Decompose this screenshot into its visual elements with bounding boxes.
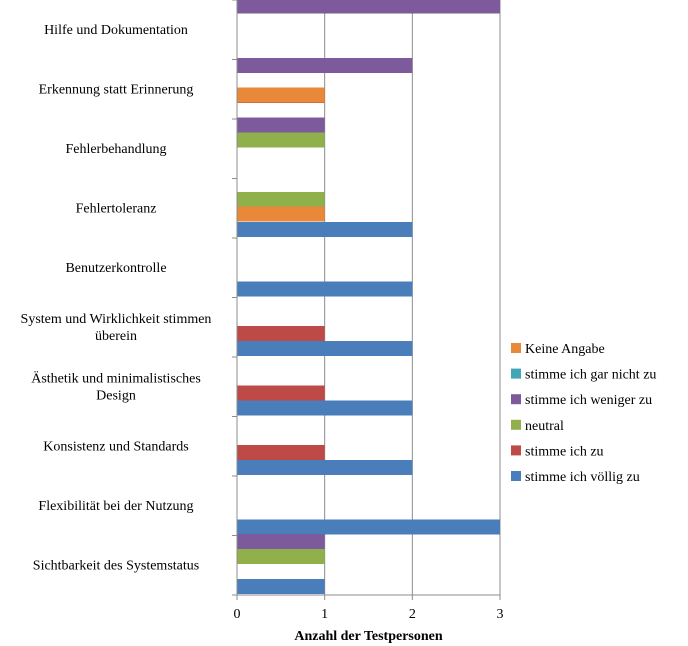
- category-label-line: Fehlerbehandlung: [65, 142, 166, 157]
- bar: [237, 222, 413, 237]
- bar: [237, 549, 325, 564]
- category-label-line: überein: [95, 329, 137, 344]
- category-label-line: Erkennung statt Erinnerung: [39, 82, 194, 97]
- category-label-line: Hilfe und Dokumentation: [44, 23, 188, 38]
- category-label: Fehlertoleranz: [76, 201, 157, 216]
- x-axis-title: Anzahl der Testpersonen: [294, 629, 443, 644]
- legend-swatch: [511, 471, 521, 481]
- category-label-line: Fehlertoleranz: [76, 201, 157, 216]
- category-label: Ästhetik und minimalistisches Design: [31, 369, 201, 403]
- bar: [237, 58, 413, 73]
- bar: [237, 579, 325, 594]
- category-label: Sichtbarkeit des Systemstatus: [33, 558, 199, 573]
- bar: [237, 534, 325, 549]
- category-label: Fehlerbehandlung: [65, 142, 166, 157]
- category-label: Benutzerkontrolle: [65, 261, 166, 276]
- x-tick-label: 0: [234, 607, 241, 622]
- legend-swatch: [511, 368, 521, 379]
- x-tick-label: 1: [321, 607, 328, 622]
- gridlines: [324, 0, 501, 595]
- bar: [237, 132, 325, 148]
- legend-label: neutral: [525, 419, 564, 434]
- x-tick-label: 2: [409, 607, 416, 622]
- legend-swatch: [511, 343, 521, 353]
- bar: [237, 117, 325, 133]
- category-label: Hilfe und Dokumentation: [44, 23, 188, 38]
- category-labels: Hilfe und Dokumentation Erkennung statt E…: [21, 23, 212, 574]
- category-label: Flexibilität bei der Nutzung: [38, 499, 193, 514]
- category-label-line: Sichtbarkeit des Systemstatus: [33, 558, 199, 573]
- legend-swatch: [511, 394, 521, 405]
- legend-swatch: [511, 445, 521, 456]
- category-label-line: System und Wirklichkeit stimmen: [21, 312, 212, 327]
- category-label: System und Wirklichkeit stimmen überein: [21, 312, 212, 344]
- legend: Keine Angabe stimme ich gar nicht zu stimm…: [511, 342, 656, 485]
- legend-swatch: [511, 419, 521, 430]
- category-label-line: Konsistenz und Standards: [43, 439, 188, 454]
- bar: [237, 326, 325, 341]
- legend-label: Keine Angabe: [525, 342, 605, 357]
- legend-label: stimme ich zu: [525, 444, 604, 459]
- bar: [237, 87, 325, 103]
- category-label-line: Design: [96, 388, 136, 403]
- x-tick-label: 3: [497, 607, 504, 622]
- bar: [237, 460, 413, 475]
- legend-label: stimme ich völlig zu: [525, 470, 640, 485]
- bar: [237, 341, 413, 356]
- category-label-line: Flexibilität bei der Nutzung: [38, 499, 193, 514]
- bar: [237, 400, 413, 416]
- bar: [237, 192, 325, 207]
- bar: [237, 519, 500, 535]
- bar: [237, 206, 325, 222]
- legend-label: stimme ich gar nicht zu: [525, 368, 656, 383]
- bar: [237, 281, 413, 297]
- bars: [237, 0, 500, 594]
- category-label-line: Benutzerkontrolle: [65, 261, 166, 276]
- category-label: Konsistenz und Standards: [43, 439, 188, 454]
- tick-labels: 0 1 2 3: [234, 607, 504, 622]
- bar: [237, 0, 500, 14]
- legend-label: stimme ich weniger zu: [525, 393, 652, 408]
- bar: [237, 445, 325, 460]
- category-label: Erkennung statt Erinnerung: [39, 82, 194, 97]
- axes: [232, 0, 501, 600]
- bar: [237, 385, 325, 401]
- category-label-line: Ästhetik und minimalistisches: [31, 369, 201, 386]
